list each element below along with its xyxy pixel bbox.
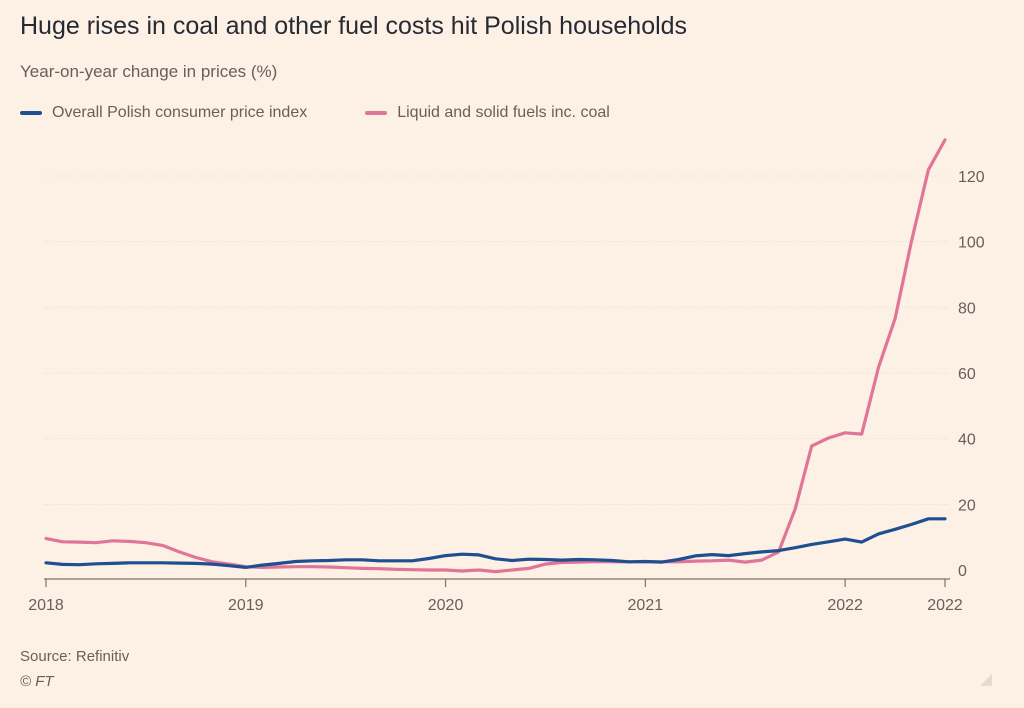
x-tick-label: 2022 [827,597,863,614]
resize-handle-icon [980,674,992,686]
y-tick-label: 100 [958,235,985,252]
legend-label-fuel: Liquid and solid fuels inc. coal [397,104,610,121]
y-tick-label: 0 [958,563,967,580]
y-tick-label: 20 [958,497,976,514]
legend-item-fuel: Liquid and solid fuels inc. coal [365,104,610,122]
ft-credit: © FT [20,673,54,690]
y-tick-label: 40 [958,432,976,449]
x-tick-label: 2019 [228,597,264,614]
series-line-cpi [44,517,947,569]
x-tick-label: 2022 [927,597,963,614]
gridlines [44,175,950,505]
x-tick-label: 2018 [28,597,64,614]
series-lines [44,138,947,574]
legend: Overall Polish consumer price index Liqu… [20,104,668,122]
chart-subtitle: Year-on-year change in prices (%) [20,62,278,81]
legend-label-cpi: Overall Polish consumer price index [52,104,308,121]
source-note: Source: Refinitiv [20,648,130,665]
chart-title: Huge rises in coal and other fuel costs … [20,12,688,40]
series-line-fuel [44,138,947,574]
legend-swatch-fuel [365,111,388,115]
y-tick-label: 60 [958,366,976,383]
y-axis: 0 20 40 60 80 100 120 [958,169,985,580]
x-tick-label: 2021 [628,597,664,614]
x-axis: 2018 2019 2020 2021 2022 2022 [28,578,963,614]
legend-swatch-cpi [20,111,42,115]
y-tick-label: 120 [958,169,985,186]
x-tick-label: 2020 [428,597,464,614]
legend-item-cpi: Overall Polish consumer price index [20,104,307,122]
y-tick-label: 80 [958,300,976,317]
